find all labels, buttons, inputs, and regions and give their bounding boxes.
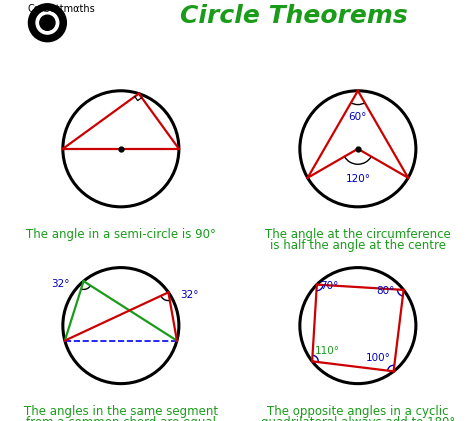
Text: The opposite angles in a cyclic: The opposite angles in a cyclic: [267, 405, 448, 418]
Text: Corbettmαths: Corbettmαths: [28, 4, 95, 14]
Text: 32°: 32°: [51, 279, 70, 289]
Text: 32°: 32°: [180, 290, 199, 300]
Text: 110°: 110°: [315, 346, 340, 356]
Text: 70°: 70°: [320, 281, 338, 291]
Text: The angle at the circumference: The angle at the circumference: [265, 228, 451, 241]
Circle shape: [28, 4, 66, 42]
Text: The angles in the same segment: The angles in the same segment: [24, 405, 218, 418]
Text: 60°: 60°: [349, 112, 367, 122]
Text: 120°: 120°: [346, 173, 370, 184]
Text: 80°: 80°: [377, 286, 395, 296]
Text: from a common chord are equal: from a common chord are equal: [26, 416, 216, 421]
Circle shape: [40, 15, 55, 30]
Text: The angle in a semi-circle is 90°: The angle in a semi-circle is 90°: [26, 228, 216, 241]
Text: is half the angle at the centre: is half the angle at the centre: [270, 239, 446, 252]
Text: Circle Theorems: Circle Theorems: [180, 4, 408, 28]
Text: quadrilateral always add to 180°: quadrilateral always add to 180°: [261, 416, 455, 421]
Text: 100°: 100°: [365, 353, 391, 363]
Circle shape: [36, 11, 59, 34]
